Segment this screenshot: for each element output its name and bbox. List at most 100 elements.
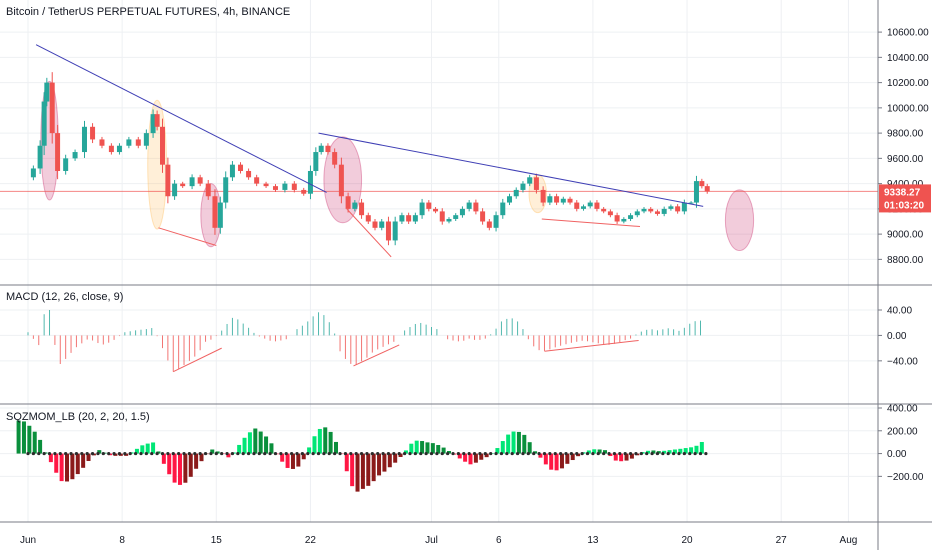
sqzmom-zero-dot [489, 451, 493, 456]
candle-body [135, 139, 141, 146]
candle-body [621, 218, 627, 222]
sqzmom-zero-dot [494, 451, 498, 456]
sqzmom-zero-dot [327, 451, 331, 456]
candle-body [439, 211, 445, 222]
sqzmom-histogram-bar [678, 448, 683, 454]
sqzmom-zero-dot [408, 451, 412, 456]
sqzmom-zero-dot [220, 451, 224, 456]
macd-divergence-line [544, 340, 639, 352]
sqzmom-histogram-bar [199, 453, 204, 462]
candle-body [433, 208, 439, 212]
sqzmom-histogram-bar [145, 443, 150, 454]
y-tick-label: 0.00 [887, 331, 907, 342]
sqzmom-histogram-bar [269, 443, 274, 454]
candle-body [272, 186, 278, 190]
sqzmom-zero-dot [381, 451, 385, 456]
candle-body [313, 152, 319, 171]
candle-body [704, 186, 710, 192]
candle-body [607, 211, 613, 216]
candle-body [81, 126, 87, 153]
candle-body [587, 202, 593, 207]
candle-body [212, 196, 218, 228]
sqzmom-zero-dot [397, 451, 401, 456]
sqzmom-zero-dot [112, 451, 116, 456]
sqzmom-histogram-bar [495, 448, 500, 454]
candle-body [291, 183, 297, 190]
sqzmom-histogram-bar [334, 441, 339, 454]
chart-annotations [35, 44, 704, 373]
sqzmom-histogram-bar [603, 450, 608, 454]
sqzmom-histogram-bar [425, 442, 430, 454]
sqzmom-histogram-bar [382, 453, 387, 472]
sqzmom-histogram-bar [646, 450, 651, 454]
sqzmom-zero-dot [403, 451, 407, 456]
sqzmom-zero-dot [472, 451, 477, 456]
candle-body [453, 215, 459, 219]
candle-body [601, 208, 607, 212]
candle-body [473, 202, 479, 212]
sqzmom-histogram-bar [484, 453, 489, 458]
sqzmom-zero-dot [85, 451, 89, 456]
y-tick-label: 10600.00 [887, 28, 929, 39]
candle-body [229, 164, 235, 178]
sqzmom-histogram-bar [619, 453, 624, 462]
sqzmom-zero-dot [101, 451, 105, 456]
sqzmom-zero-dot [171, 451, 175, 456]
sqzmom-histogram-bar [48, 453, 53, 463]
last-price-tag: 9338.27 01:03:20 [879, 184, 931, 213]
sqzmom-zero-dot [37, 451, 41, 456]
sqzmom-zero-dot [370, 451, 374, 456]
candle-body [419, 202, 425, 216]
sqzmom-zero-dot [542, 451, 547, 456]
sqzmom-zero-dot [284, 451, 288, 456]
sqzmom-histogram-bar [387, 453, 392, 468]
sqzmom-zero-dot [246, 451, 251, 456]
sqzmom-zero-dot [499, 451, 504, 456]
grid-lines [0, 0, 878, 522]
candle-body [352, 202, 358, 209]
candle-body [223, 177, 229, 203]
sqzmom-zero-dot [107, 451, 111, 456]
x-tick-label: Jul [425, 535, 438, 546]
y-tick-label: 400.00 [887, 404, 918, 415]
sqzmom-histogram-bar [565, 453, 570, 464]
candle-body [520, 183, 526, 190]
sqzmom-zero-dot [187, 451, 191, 456]
candle-body [507, 196, 513, 203]
series-layer [0, 72, 878, 492]
sqzmom-histogram-bar [398, 453, 403, 457]
x-tick-label: Jun [20, 535, 36, 546]
sqzmom-histogram-bar [436, 445, 441, 454]
candle-body [41, 101, 47, 146]
candle-body [254, 177, 260, 184]
sqzmom-zero-dot [548, 451, 552, 456]
last-price-countdown: 01:03:20 [884, 200, 924, 211]
sqzmom-zero-dot [273, 451, 278, 456]
macd-pane-title: MACD (12, 26, close, 9) [6, 291, 123, 303]
sqzmom-zero-dot [451, 451, 455, 456]
sqzmom-zero-dot [225, 451, 229, 456]
candle-body [399, 215, 405, 222]
candle-body [338, 164, 344, 197]
sqzmom-histogram-bar [500, 441, 505, 454]
sqzmom-histogram-bar [538, 453, 543, 458]
sqzmom-zero-dot [209, 451, 213, 456]
candle-body [325, 145, 331, 153]
candle-body [189, 177, 195, 187]
x-tick-label: Aug [840, 535, 858, 546]
y-tick-label: 9600.00 [887, 154, 924, 165]
sqzmom-histogram-bar [242, 437, 247, 454]
candle-body [554, 196, 560, 203]
candle-body [668, 206, 674, 209]
sqzmom-histogram-bar [420, 441, 425, 454]
candle-body [654, 211, 660, 214]
candle-body [160, 126, 165, 165]
candle-body [307, 170, 313, 194]
sqzmom-histogram-bar [360, 453, 365, 489]
candle-body [493, 215, 499, 228]
candle-body [661, 208, 667, 214]
highlight-ellipse [724, 189, 755, 252]
sqzmom-zero-dot [575, 451, 579, 456]
